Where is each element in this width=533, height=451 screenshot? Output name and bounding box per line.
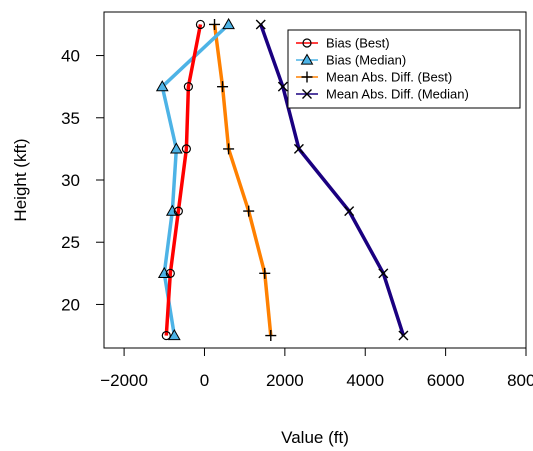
data-point bbox=[173, 206, 183, 216]
data-point bbox=[183, 82, 193, 92]
data-point bbox=[181, 144, 191, 154]
x-tick-label: 0 bbox=[200, 371, 209, 390]
y-tick-label: 35 bbox=[61, 109, 80, 128]
data-point bbox=[293, 143, 304, 154]
series-line bbox=[164, 24, 203, 336]
series-line bbox=[259, 23, 406, 337]
series-3 bbox=[212, 24, 273, 336]
y-tick-label: 25 bbox=[61, 233, 80, 252]
data-point bbox=[165, 268, 175, 278]
data-point bbox=[344, 206, 355, 217]
series-3-markers bbox=[209, 18, 277, 342]
data-point bbox=[223, 143, 235, 155]
series-1-markers bbox=[161, 19, 206, 341]
series-layer bbox=[155, 17, 409, 342]
data-point bbox=[195, 19, 206, 30]
data-point bbox=[222, 17, 235, 30]
legend-item: Mean Abs. Diff. (Best) bbox=[296, 70, 452, 85]
legend-marker bbox=[302, 38, 312, 48]
data-point bbox=[243, 205, 255, 217]
x-tick-label: 4000 bbox=[346, 371, 384, 390]
legend-item: Bias (Best) bbox=[296, 36, 390, 51]
x-tick-label: −2000 bbox=[100, 371, 148, 390]
data-point bbox=[255, 19, 266, 30]
series-1 bbox=[164, 24, 203, 336]
legend-item: Mean Abs. Diff. (Median) bbox=[296, 87, 469, 102]
series-2 bbox=[160, 23, 230, 336]
y-axis: 20 25 30 35 40 bbox=[61, 47, 105, 314]
series-4 bbox=[259, 23, 406, 337]
legend-marker bbox=[300, 53, 314, 65]
y-tick-label: 30 bbox=[61, 171, 80, 190]
y-tick-label: 20 bbox=[61, 295, 80, 314]
series-line bbox=[160, 23, 230, 336]
data-point bbox=[265, 330, 277, 342]
legend-marker bbox=[302, 89, 312, 99]
data-point bbox=[398, 330, 409, 341]
data-point bbox=[167, 329, 181, 341]
x-axis-title: Value (ft) bbox=[281, 428, 349, 447]
data-point bbox=[155, 80, 169, 92]
data-point bbox=[277, 81, 288, 92]
legend-marker bbox=[301, 71, 313, 83]
legend-label: Bias (Best) bbox=[326, 36, 390, 51]
legend-label: Bias (Median) bbox=[326, 53, 406, 68]
x-axis: −2000 0 2000 4000 6000 8000 bbox=[100, 347, 533, 390]
legend-item: Bias (Median) bbox=[296, 53, 406, 68]
legend-box bbox=[287, 29, 521, 109]
y-tick-label: 40 bbox=[61, 47, 80, 66]
data-point bbox=[378, 268, 389, 279]
series-4-markers bbox=[255, 19, 409, 341]
data-point bbox=[259, 267, 271, 279]
x-tick-label: 6000 bbox=[427, 371, 465, 390]
legend-label: Mean Abs. Diff. (Best) bbox=[326, 70, 452, 85]
data-point bbox=[217, 81, 229, 93]
data-point bbox=[209, 18, 221, 30]
x-tick-label: 2000 bbox=[266, 371, 304, 390]
y-axis-title: Height (kft) bbox=[11, 138, 30, 221]
data-point bbox=[161, 330, 171, 341]
legend-label: Mean Abs. Diff. (Median) bbox=[326, 87, 469, 102]
legend: Bias (Best) Bias (Median) Mean Abs. Diff. … bbox=[287, 29, 521, 109]
x-tick-label: 8000 bbox=[507, 371, 533, 390]
data-point bbox=[169, 142, 183, 154]
series-line bbox=[212, 24, 273, 336]
